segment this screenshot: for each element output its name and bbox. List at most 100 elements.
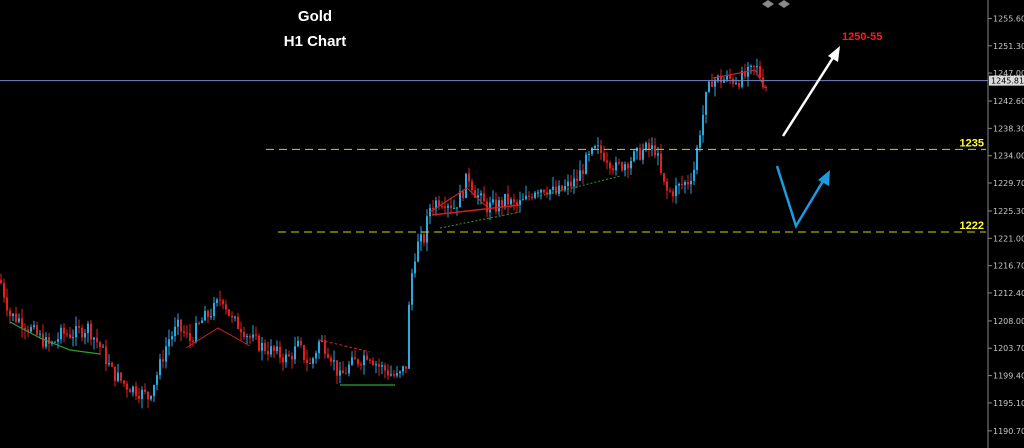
candle-body [612,168,614,171]
candle-body [645,142,647,151]
candle-body [63,327,65,334]
candle-body [78,325,80,328]
candle-body [258,335,260,351]
candle-body [18,318,20,322]
candle-body [264,342,266,352]
price-axis: 1255.60 1251.30 1247.00 1242.60 1238.30 1234.… [988,14,1024,436]
candle-body [3,283,5,298]
candle-body [108,362,110,365]
candle-body [318,341,320,354]
candle-body [93,337,95,340]
candle-body [615,162,617,171]
candle-body [228,309,230,316]
candle-body [36,325,38,335]
candle-body [666,181,668,191]
candle-body [120,372,122,381]
current-price-label: 1245.81 [991,77,1024,86]
candle-body [396,373,398,376]
candle-body [534,192,536,198]
candle-body [216,299,218,303]
candle-body [717,75,719,80]
candle-body [618,162,620,164]
candle-body [153,384,155,396]
candle-body [597,145,599,147]
price-tick-label: 1199.40 [993,372,1024,381]
candle-body [456,207,458,209]
candle-body [42,333,44,347]
candle-body [543,189,545,193]
candle-body [639,147,641,160]
candle-body [276,346,278,351]
candle-body [660,153,662,174]
candle-body [285,354,287,363]
candle-body [384,365,386,371]
price-levels: 1235 1222 [266,137,986,233]
candle-body [465,173,467,198]
candle-body [477,195,479,198]
candle-body [513,199,515,203]
candle-body [525,195,527,200]
candle-body [336,360,338,376]
candle-body [141,389,143,399]
candle-body [267,351,269,355]
candle-body [702,114,704,136]
candle-body [720,75,722,83]
pattern-line [439,211,521,229]
candle-body [90,323,92,340]
price-tick-label: 1203.70 [993,344,1024,353]
price-tick-label: 1238.30 [993,124,1024,133]
candle-body [219,299,221,301]
candle-body [306,359,308,363]
candle-body [27,329,29,332]
candle-body [192,340,194,343]
candle-body [435,200,437,210]
candle-body [558,185,560,194]
candle-body [591,148,593,154]
candle-body [438,200,440,207]
price-tick-label: 1247.00 [993,69,1024,78]
candle-body [414,261,416,274]
candle-body [735,83,737,85]
candle-body [246,335,248,337]
level-label-1235: 1235 [960,137,984,149]
candle-body [408,304,410,369]
price-tick-label: 1212.40 [993,289,1024,298]
candle-body [72,337,74,339]
candle-body [624,164,626,171]
candle-body [81,327,83,338]
candle-body [423,234,425,243]
price-tick-label: 1251.30 [993,42,1024,51]
candle-body [501,200,503,207]
candle-body [183,331,185,333]
candle-body [24,327,26,330]
candle-body [453,208,455,210]
candle-body [231,315,233,318]
candle-body [0,279,2,284]
candle-body [297,340,299,347]
candle-body [66,333,68,335]
candle-body [327,353,329,358]
candle-body [348,364,350,374]
level-label-1222: 1222 [960,220,984,232]
pattern-line [431,204,521,216]
candle-body [567,181,569,187]
candle-body [699,135,701,148]
candle-body [531,196,533,198]
candle-body [6,297,8,311]
candle-body [279,346,281,358]
candle-body [87,323,89,334]
candle-body [606,160,608,163]
candle-body [447,205,449,208]
candle-body [663,173,665,182]
candle-body [339,370,341,376]
candle-body [390,374,392,376]
candle-body [738,83,740,87]
candle-body [693,169,695,181]
candle-body [675,185,677,197]
candle-body [240,328,242,333]
candle-body [471,181,473,191]
candle-body [468,173,470,182]
candle-body [33,325,35,328]
candle-body [444,206,446,208]
